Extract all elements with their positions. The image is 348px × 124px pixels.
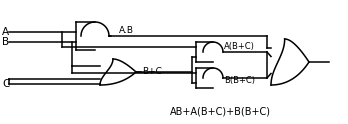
Text: B(B+C): B(B+C)	[224, 76, 255, 85]
Text: C: C	[2, 79, 9, 89]
Text: A.B: A.B	[119, 26, 134, 35]
Text: A: A	[2, 27, 9, 37]
Text: B: B	[2, 37, 9, 47]
Text: B+C: B+C	[142, 66, 162, 76]
Text: A(B+C): A(B+C)	[224, 42, 255, 51]
Text: AB+A(B+C)+B(B+C): AB+A(B+C)+B(B+C)	[169, 106, 270, 116]
